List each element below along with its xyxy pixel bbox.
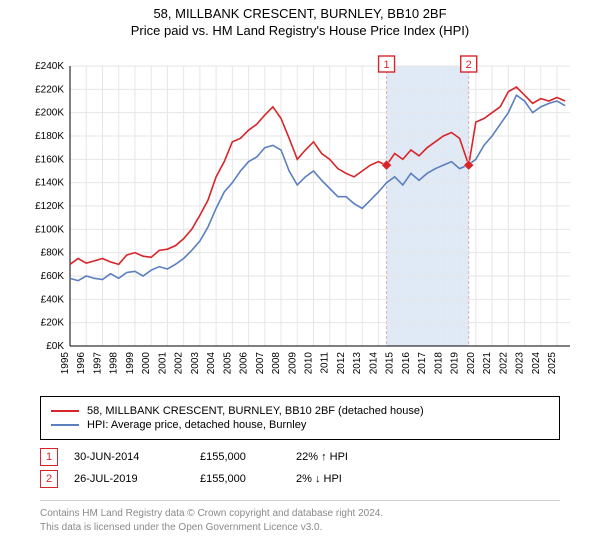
sales-row: 2 26-JUL-2019 £155,000 2% ↓ HPI (40, 470, 560, 488)
svg-text:1995: 1995 (60, 352, 71, 375)
svg-text:1998: 1998 (109, 352, 120, 375)
svg-text:2000: 2000 (141, 352, 152, 375)
svg-text:2008: 2008 (271, 352, 282, 375)
svg-text:2022: 2022 (498, 352, 509, 375)
svg-text:1997: 1997 (92, 352, 103, 375)
svg-text:£140K: £140K (35, 178, 64, 189)
legend-swatch-series1 (51, 410, 79, 412)
svg-text:2014: 2014 (368, 352, 379, 375)
footnote: Contains HM Land Registry data © Crown c… (40, 500, 560, 534)
svg-text:2018: 2018 (433, 352, 444, 375)
svg-text:2017: 2017 (417, 352, 428, 375)
svg-text:2006: 2006 (239, 352, 250, 375)
svg-text:£160K: £160K (35, 154, 64, 165)
svg-text:£120K: £120K (35, 201, 64, 212)
footnote-line1: Contains HM Land Registry data © Crown c… (40, 507, 560, 521)
svg-text:2002: 2002 (174, 352, 185, 375)
svg-text:2016: 2016 (401, 352, 412, 375)
svg-text:2005: 2005 (222, 352, 233, 375)
sale-diff: 22% ↑ HPI (296, 451, 396, 463)
sale-diff: 2% ↓ HPI (296, 473, 396, 485)
svg-text:£200K: £200K (35, 108, 64, 119)
svg-text:2004: 2004 (206, 352, 217, 375)
sales-table: 1 30-JUN-2014 £155,000 22% ↑ HPI 2 26-JUL-201… (40, 448, 560, 488)
legend-row-1: 58, MILLBANK CRESCENT, BURNLEY, BB10 2BF… (51, 405, 549, 417)
svg-text:2024: 2024 (531, 352, 542, 375)
svg-text:2012: 2012 (336, 352, 347, 375)
sale-badge: 1 (40, 448, 58, 466)
svg-text:2015: 2015 (385, 352, 396, 375)
svg-text:2003: 2003 (190, 352, 201, 375)
line-chart: £0K £20K £40K £60K £80K £100K £120K £140K £160K £… (20, 46, 580, 386)
svg-text:£60K: £60K (41, 271, 65, 282)
sale-price: £155,000 (200, 473, 280, 485)
svg-text:£0K: £0K (46, 341, 64, 352)
svg-text:£40K: £40K (41, 294, 65, 305)
svg-text:£80K: £80K (41, 248, 65, 259)
legend-label-series2: HPI: Average price, detached house, Burn… (87, 419, 306, 431)
svg-text:£240K: £240K (35, 61, 64, 72)
svg-text:2007: 2007 (255, 352, 266, 375)
svg-text:2001: 2001 (157, 352, 168, 375)
svg-text:1999: 1999 (125, 352, 136, 375)
sales-row: 1 30-JUN-2014 £155,000 22% ↑ HPI (40, 448, 560, 466)
svg-text:2023: 2023 (515, 352, 526, 375)
chart-area: £0K £20K £40K £60K £80K £100K £120K £140K £160K £… (20, 46, 580, 386)
sale-badge: 2 (40, 470, 58, 488)
svg-text:£220K: £220K (35, 84, 64, 95)
svg-text:2010: 2010 (304, 352, 315, 375)
svg-text:2: 2 (466, 59, 472, 71)
svg-text:£180K: £180K (35, 131, 64, 142)
sale-date: 26-JUL-2019 (74, 473, 184, 485)
svg-text:2021: 2021 (482, 352, 493, 375)
footnote-line2: This data is licensed under the Open Gov… (40, 521, 560, 535)
svg-text:1: 1 (383, 59, 389, 71)
svg-text:2019: 2019 (450, 352, 461, 375)
legend: 58, MILLBANK CRESCENT, BURNLEY, BB10 2BF… (40, 396, 560, 440)
svg-text:2011: 2011 (320, 352, 331, 374)
svg-text:2025: 2025 (547, 352, 558, 375)
sale-date: 30-JUN-2014 (74, 451, 184, 463)
title-block: 58, MILLBANK CRESCENT, BURNLEY, BB10 2BF… (0, 0, 600, 40)
legend-swatch-series2 (51, 424, 79, 426)
legend-label-series1: 58, MILLBANK CRESCENT, BURNLEY, BB10 2BF… (87, 405, 424, 417)
svg-text:2013: 2013 (352, 352, 363, 375)
svg-text:2020: 2020 (466, 352, 477, 375)
svg-text:£20K: £20K (41, 318, 65, 329)
chart-subtitle: Price paid vs. HM Land Registry's House … (0, 23, 600, 38)
svg-text:2009: 2009 (287, 352, 298, 375)
chart-title: 58, MILLBANK CRESCENT, BURNLEY, BB10 2BF (0, 6, 600, 21)
sale-price: £155,000 (200, 451, 280, 463)
legend-row-2: HPI: Average price, detached house, Burn… (51, 419, 549, 431)
svg-text:1996: 1996 (76, 352, 87, 375)
svg-text:£100K: £100K (35, 224, 64, 235)
